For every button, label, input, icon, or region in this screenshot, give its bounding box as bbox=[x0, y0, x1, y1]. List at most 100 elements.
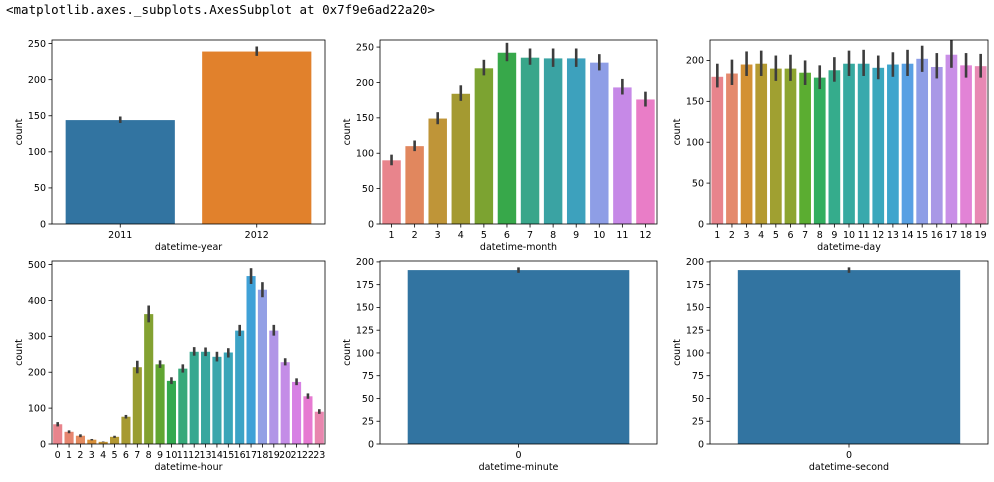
bar-6 bbox=[784, 68, 797, 225]
bar-12 bbox=[872, 67, 885, 224]
x-tick-label: 3 bbox=[89, 450, 95, 461]
x-axis-label: datetime-hour bbox=[154, 462, 222, 473]
x-tick-label: 1 bbox=[389, 230, 395, 241]
bar-8 bbox=[144, 314, 154, 444]
x-tick-label: 1 bbox=[66, 450, 72, 461]
y-tick-label: 200 bbox=[686, 257, 704, 268]
bar-16 bbox=[930, 66, 943, 225]
bar-18 bbox=[257, 289, 267, 444]
y-tick-label: 175 bbox=[356, 280, 374, 291]
bar-8 bbox=[543, 58, 563, 225]
x-tick-label: 4 bbox=[758, 230, 764, 241]
x-tick-label: 6 bbox=[787, 230, 793, 241]
y-tick-label: 150 bbox=[356, 113, 374, 124]
bar-10 bbox=[590, 62, 609, 225]
x-tick-label: 0 bbox=[55, 450, 61, 461]
x-tick-label: 2012 bbox=[245, 230, 269, 241]
bar-7 bbox=[520, 57, 540, 224]
bar-2 bbox=[726, 73, 738, 224]
x-tick-label: 8 bbox=[550, 230, 556, 241]
y-tick-label: 100 bbox=[686, 348, 704, 359]
bar-1 bbox=[711, 76, 724, 224]
bar-7 bbox=[132, 367, 142, 444]
x-axis-label: datetime-year bbox=[155, 242, 222, 253]
bar-9 bbox=[155, 364, 165, 444]
y-tick-label: 0 bbox=[698, 219, 704, 230]
y-tick-label: 200 bbox=[356, 78, 374, 89]
x-tick-label: 19 bbox=[975, 230, 987, 241]
y-tick-label: 0 bbox=[698, 439, 704, 450]
x-tick-label: 21 bbox=[291, 450, 303, 461]
x-tick-label: 2011 bbox=[108, 230, 132, 241]
bar-15 bbox=[223, 352, 233, 444]
x-tick-label: 15 bbox=[916, 230, 928, 241]
x-tick-label: 16 bbox=[234, 450, 246, 461]
bar-14 bbox=[212, 356, 222, 444]
x-tick-label: 5 bbox=[112, 450, 118, 461]
x-tick-label: 4 bbox=[458, 230, 464, 241]
x-tick-label: 6 bbox=[123, 450, 129, 461]
x-tick-label: 17 bbox=[245, 450, 257, 461]
x-tick-label: 3 bbox=[435, 230, 441, 241]
y-tick-label: 250 bbox=[356, 42, 374, 53]
bar-11 bbox=[178, 368, 188, 444]
y-tick-label: 125 bbox=[356, 325, 374, 336]
y-tick-label: 400 bbox=[28, 296, 46, 307]
y-tick-label: 100 bbox=[28, 147, 46, 158]
x-tick-label: 23 bbox=[313, 450, 325, 461]
y-tick-label: 175 bbox=[686, 280, 704, 291]
bar-17 bbox=[246, 276, 256, 444]
x-tick-label: 12 bbox=[639, 230, 651, 241]
x-tick-label: 19 bbox=[268, 450, 280, 461]
x-tick-label: 7 bbox=[527, 230, 533, 241]
y-axis-label: count bbox=[14, 118, 25, 145]
x-tick-label: 10 bbox=[165, 450, 177, 461]
bar-19 bbox=[974, 66, 987, 224]
output-repr-text: <matplotlib.axes._subplots.AxesSubplot a… bbox=[6, 2, 435, 17]
y-tick-label: 0 bbox=[368, 219, 374, 230]
bar-5 bbox=[474, 68, 494, 224]
bar-12 bbox=[636, 99, 655, 224]
y-tick-label: 50 bbox=[692, 394, 704, 405]
bar-5 bbox=[110, 436, 120, 444]
x-tick-label: 20 bbox=[279, 450, 291, 461]
x-tick-label: 5 bbox=[481, 230, 487, 241]
bar-18 bbox=[960, 65, 972, 224]
x-tick-label: 15 bbox=[222, 450, 234, 461]
y-tick-label: 50 bbox=[34, 183, 46, 194]
y-tick-label: 150 bbox=[686, 97, 704, 108]
subplot-datetime-year: 0 50 100 150 200 250 2011 2012 datetime-year coun… bbox=[14, 39, 326, 253]
y-axis-label: count bbox=[672, 118, 683, 145]
bar-3 bbox=[428, 118, 447, 224]
x-tick-label: 10 bbox=[593, 230, 605, 241]
x-tick-label: 0 bbox=[846, 450, 852, 461]
x-tick-label: 14 bbox=[901, 230, 913, 241]
x-tick-label: 7 bbox=[802, 230, 808, 241]
subplot-datetime-second: 02550751001251501752000datetime-secondco… bbox=[672, 257, 989, 473]
bar-11 bbox=[613, 87, 632, 224]
bar-22 bbox=[303, 396, 313, 444]
bar-0 bbox=[737, 270, 961, 444]
x-tick-label: 4 bbox=[100, 450, 106, 461]
y-axis-label: count bbox=[14, 339, 25, 366]
axes-frame bbox=[51, 260, 326, 445]
y-tick-label: 25 bbox=[692, 417, 704, 428]
x-axis-label: datetime-minute bbox=[479, 462, 559, 473]
y-axis-label: count bbox=[342, 339, 353, 366]
bar-4 bbox=[451, 93, 471, 224]
x-tick-label: 13 bbox=[887, 230, 899, 241]
bar-11 bbox=[857, 63, 870, 224]
bar-21 bbox=[292, 381, 302, 444]
bar-3 bbox=[740, 64, 753, 224]
y-tick-label: 200 bbox=[28, 368, 46, 379]
x-tick-label: 11 bbox=[177, 450, 189, 461]
bar-15 bbox=[916, 58, 929, 225]
y-tick-label: 500 bbox=[28, 260, 46, 271]
bar-13 bbox=[201, 351, 211, 444]
x-tick-label: 22 bbox=[302, 450, 314, 461]
bar-20 bbox=[280, 362, 290, 444]
x-tick-label: 9 bbox=[157, 450, 163, 461]
x-tick-label: 2 bbox=[412, 230, 418, 241]
